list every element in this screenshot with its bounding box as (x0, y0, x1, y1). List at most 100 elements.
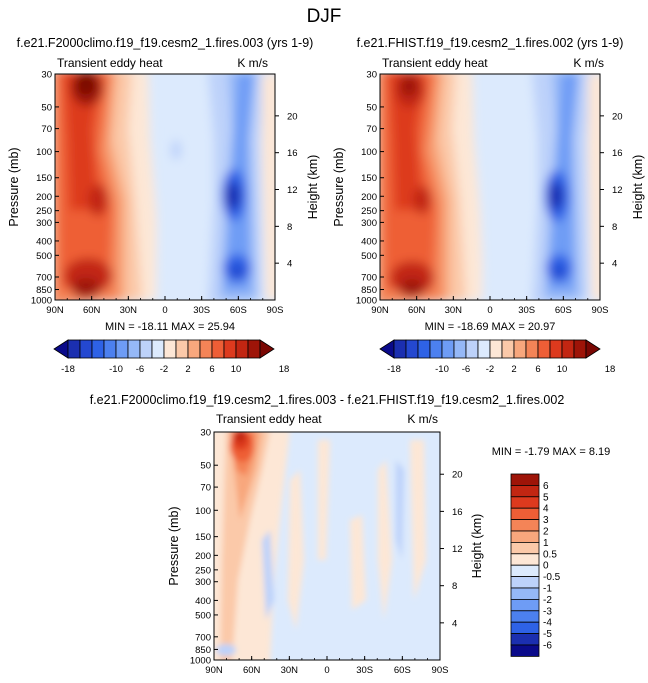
colorbar-1-label: -18 (61, 364, 75, 375)
panel-3-y2-tick-label: 12 (452, 544, 463, 555)
panel-2-y-tick-label: 850 (361, 285, 377, 296)
colorbar-3-label: 0 (543, 561, 549, 572)
colorbar-3-swatch (510, 610, 540, 623)
panel-3-x-tick-label: 90S (432, 665, 449, 676)
panel-2-y-tick-label: 70 (366, 124, 377, 135)
panel-1-y-tick-label: 30 (41, 70, 52, 81)
colorbar-3-label: 0.5 (543, 549, 557, 560)
colorbar-1-swatch (199, 339, 213, 359)
panel-1-y-tick-label: 400 (36, 236, 52, 247)
panel-3-y-tick-label: 700 (195, 632, 211, 643)
panel-3-y-tick-label: 500 (195, 610, 211, 621)
panel-1-y2-tick-label: 8 (287, 222, 292, 233)
panel-3-y-tick-label: 400 (195, 596, 211, 607)
colorbar-3-label: -6 (543, 641, 552, 652)
colorbar-2-label: 2 (511, 364, 516, 375)
colorbar-1-swatch (211, 339, 225, 359)
colorbar-2-high-end (585, 339, 601, 359)
colorbar-1-swatch (127, 339, 141, 359)
panel-3-y-tick-label: 70 (200, 483, 211, 494)
panel-1-x-tick-label: 60S (230, 305, 247, 316)
panel-2-y2-tick-label: 8 (612, 222, 617, 233)
colorbar-1-swatch (79, 339, 93, 359)
panel-1-y-tick-label: 850 (36, 285, 52, 296)
colorbar-2-swatch (429, 339, 443, 359)
panel-1-y2-tick-label: 20 (287, 111, 298, 122)
panel-3-x-tick-label: 60S (394, 665, 411, 676)
panel-1-y-axis-label: Pressure (mb) (7, 147, 21, 226)
colorbar-1-label: 18 (279, 364, 290, 375)
panel-2: f.e21.FHIST.f19_f19.cesm2_1.fires.002 (y… (332, 36, 645, 375)
colorbar-1-swatch (223, 339, 237, 359)
panel-2-title: f.e21.FHIST.f19_f19.cesm2_1.fires.002 (y… (357, 36, 624, 50)
panel-3-x-tick-label: 30S (356, 665, 373, 676)
panel-1-units: K m/s (237, 56, 268, 70)
colorbar-3-swatch (510, 519, 540, 532)
panel-3-y2-axis-label: Height (km) (470, 514, 484, 579)
colorbar-3-swatch (510, 644, 540, 657)
panel-3-x-tick-label: 0 (324, 665, 329, 676)
panel-3-y-tick-label: 1000 (190, 656, 211, 667)
colorbar-1-label: -10 (109, 364, 123, 375)
colorbar-2-swatch (549, 339, 563, 359)
panel-1-x-tick-label: 30S (193, 305, 210, 316)
panel-3-field-name: Transient eddy heat (216, 412, 322, 426)
panel-2-y-tick-label: 500 (361, 251, 377, 262)
colorbar-1-label: -6 (136, 364, 144, 375)
panel-3-y-tick-label: 250 (195, 565, 211, 576)
colorbar-2-label: -2 (486, 364, 494, 375)
colorbar-1-swatch (115, 339, 129, 359)
panel-1-x-tick-label: 60N (83, 305, 101, 316)
panel-2-y-tick-label: 400 (361, 236, 377, 247)
colorbar-3-swatch (510, 621, 540, 635)
panel-3-y2-tick-label: 20 (452, 470, 463, 481)
colorbar-1-swatch (175, 339, 189, 359)
colorbar-3-label: -3 (543, 606, 552, 617)
panel-1-y-tick-label: 700 (36, 273, 52, 284)
panel-1-y-tick-label: 300 (36, 218, 52, 229)
panel-2-min-max: MIN = -18.69 MAX = 20.97 (425, 321, 556, 333)
colorbar-3-label: 1 (543, 538, 549, 549)
panel-2-y-tick-label: 250 (361, 206, 377, 217)
colorbar-3-label: 3 (543, 515, 549, 526)
panel-1: f.e21.F2000climo.f19_f19.cesm2_1.fires.0… (7, 36, 320, 375)
panel-3: f.e21.F2000climo.f19_f19.cesm2_1.fires.0… (90, 393, 611, 676)
panel-2-y-tick-label: 50 (366, 102, 377, 113)
panel-2-y2-tick-label: 20 (612, 111, 623, 122)
colorbar-3-label: 2 (543, 527, 549, 538)
panel-3-x-tick-label: 90N (205, 665, 223, 676)
colorbar-2-swatch (561, 339, 575, 359)
panel-2-x-tick-label: 60S (555, 305, 572, 316)
panel-3-y-tick-label: 150 (195, 532, 211, 543)
panel-1-x-tick-label: 90N (46, 305, 64, 316)
colorbar-2-label: -18 (387, 364, 401, 375)
colorbar-3-label: -4 (543, 618, 552, 629)
panel-2-y-tick-label: 100 (361, 147, 377, 158)
panel-1-title: f.e21.F2000climo.f19_f19.cesm2_1.fires.0… (17, 36, 314, 50)
panel-1-x-tick-label: 90S (267, 305, 284, 316)
colorbar-1-swatch (235, 339, 249, 359)
panel-3-y-tick-label: 100 (195, 506, 211, 517)
panel-2-x-tick-label: 90S (592, 305, 609, 316)
panel-2-y-tick-label: 300 (361, 218, 377, 229)
panel-2-y-tick-label: 200 (361, 192, 377, 203)
colorbar-2-low-end (379, 339, 395, 359)
colorbar-1-label: 6 (209, 364, 214, 375)
colorbar-3-swatch (510, 633, 540, 646)
colorbar-3-swatch (510, 564, 540, 578)
panel-3-x-tick-label: 60N (243, 665, 261, 676)
colorbar-3-label: -1 (543, 584, 552, 595)
panel-1-y-tick-label: 50 (41, 102, 52, 113)
panel-3-units: K m/s (407, 412, 438, 426)
panel-1-y2-tick-label: 16 (287, 148, 298, 159)
panel-1-y2-tick-label: 12 (287, 185, 298, 196)
colorbar-2-swatch (453, 339, 467, 359)
colorbar-1-swatch (187, 339, 201, 359)
panel-2-y2-tick-label: 16 (612, 148, 623, 159)
colorbar-3-swatch (510, 542, 540, 555)
colorbar-1-low-end (53, 339, 69, 359)
panel-2-y-tick-label: 1000 (356, 296, 377, 307)
panel-3-min-max: MIN = -1.79 MAX = 8.19 (492, 446, 611, 458)
panel-3-y2-tick-label: 16 (452, 507, 463, 518)
panel-1-y2-tick-label: 4 (287, 259, 292, 270)
